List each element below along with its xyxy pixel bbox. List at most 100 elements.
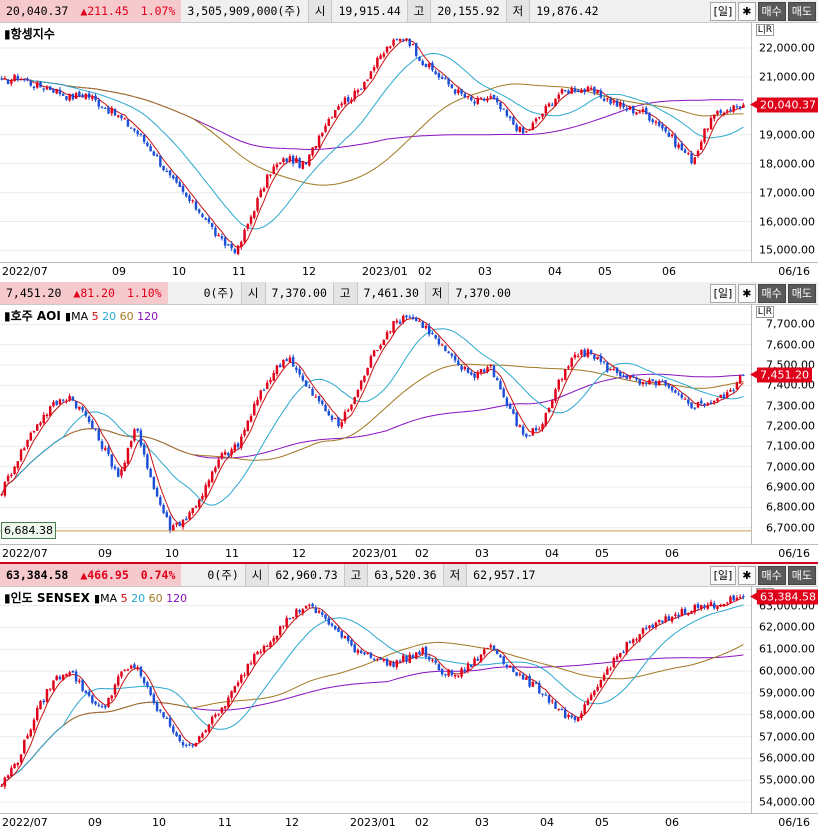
candle-body bbox=[466, 96, 470, 98]
y-tick-label: 54,000.00 bbox=[759, 795, 815, 809]
candle-body bbox=[91, 420, 94, 429]
candle-body bbox=[528, 676, 531, 687]
sell-button[interactable]: 매도 bbox=[787, 566, 816, 585]
candle-body bbox=[369, 652, 373, 658]
period-button[interactable]: [일] bbox=[709, 2, 737, 21]
candle-body bbox=[94, 428, 97, 430]
candle-body bbox=[0, 78, 3, 80]
candle-body bbox=[172, 726, 175, 733]
buy-button[interactable]: 매수 bbox=[757, 566, 786, 585]
sell-button[interactable]: 매도 bbox=[787, 2, 816, 21]
candle-body bbox=[512, 667, 515, 672]
candle-body bbox=[372, 67, 376, 71]
candle-body bbox=[217, 235, 220, 237]
candle-body bbox=[606, 362, 609, 372]
period-button[interactable]: [일] bbox=[709, 284, 737, 303]
candle-body bbox=[742, 596, 745, 598]
candle-body bbox=[253, 654, 256, 664]
candle-body bbox=[505, 397, 509, 407]
candle-body bbox=[405, 38, 408, 40]
current-price-tag: 20,040.37 bbox=[750, 97, 818, 113]
candle-body bbox=[126, 119, 130, 127]
candle-body bbox=[622, 651, 625, 653]
x-tick-label: 2022/07 bbox=[2, 547, 48, 560]
candle-body bbox=[97, 99, 101, 107]
candle-body bbox=[440, 668, 444, 675]
candle-body bbox=[278, 626, 282, 635]
candle-body bbox=[291, 156, 295, 164]
candle-body bbox=[674, 614, 677, 616]
candle-body bbox=[563, 709, 567, 718]
ma-legend: ▮MA 5 20 60 120 bbox=[94, 592, 188, 605]
high-label: 고 bbox=[406, 0, 432, 22]
candle-body bbox=[249, 416, 253, 422]
candle-body bbox=[534, 682, 538, 684]
gear-icon[interactable]: ✱ bbox=[738, 284, 756, 303]
sell-button[interactable]: 매도 bbox=[787, 284, 816, 303]
candle-body bbox=[330, 117, 334, 119]
x-tick-label: 05 bbox=[598, 265, 612, 278]
candle-body bbox=[683, 398, 687, 400]
gear-icon[interactable]: ✱ bbox=[738, 566, 756, 585]
low-marker-label: 6,684.38 bbox=[1, 522, 56, 539]
candle-body bbox=[223, 706, 227, 709]
candle-body bbox=[126, 448, 130, 464]
candle-body bbox=[104, 448, 107, 450]
gear-icon[interactable]: ✱ bbox=[738, 2, 756, 21]
candle-body bbox=[324, 404, 327, 412]
candle-body bbox=[447, 351, 450, 354]
candle-body bbox=[544, 106, 548, 114]
candle-body bbox=[502, 388, 505, 397]
candle-body bbox=[696, 150, 700, 156]
candle-body bbox=[732, 595, 735, 601]
candle-body bbox=[583, 89, 586, 93]
candle-body bbox=[402, 39, 405, 41]
candle-body bbox=[538, 683, 541, 694]
buy-button[interactable]: 매수 bbox=[757, 2, 786, 21]
candle-body bbox=[489, 365, 492, 367]
candle-body bbox=[48, 86, 52, 91]
candle-body bbox=[233, 686, 237, 693]
candle-body bbox=[10, 80, 13, 84]
candle-body bbox=[735, 597, 739, 600]
candle-body bbox=[427, 656, 431, 660]
candle-body bbox=[677, 614, 680, 617]
candle-body bbox=[311, 388, 314, 396]
candle-body bbox=[421, 647, 424, 654]
candle-body bbox=[560, 379, 564, 381]
candle-body bbox=[719, 110, 722, 113]
candle-body bbox=[706, 403, 709, 406]
candle-body bbox=[149, 687, 152, 695]
x-tick-label: 02 bbox=[415, 816, 429, 829]
candle-body bbox=[667, 132, 671, 137]
candle-body bbox=[81, 94, 84, 98]
candle-body bbox=[165, 171, 169, 173]
candle-body bbox=[84, 690, 88, 694]
candle-body bbox=[298, 610, 301, 613]
candle-body bbox=[3, 777, 7, 787]
candle-body bbox=[392, 321, 395, 333]
buy-button[interactable]: 매수 bbox=[757, 284, 786, 303]
candle-body bbox=[628, 107, 632, 110]
candle-body bbox=[385, 658, 389, 666]
candle-body bbox=[440, 344, 444, 346]
candle-body bbox=[470, 96, 473, 101]
lr-toggle[interactable]: L|R bbox=[755, 24, 774, 36]
lr-toggle[interactable]: L|R bbox=[755, 306, 774, 318]
candle-body bbox=[55, 400, 58, 405]
candle-body bbox=[197, 499, 201, 508]
candle-body bbox=[317, 610, 321, 613]
candle-body bbox=[635, 112, 638, 115]
candle-body bbox=[87, 691, 91, 696]
candle-body bbox=[531, 428, 535, 436]
candle-body bbox=[680, 143, 684, 151]
candle-body bbox=[521, 127, 525, 134]
candle-body bbox=[492, 645, 496, 651]
candle-body bbox=[233, 444, 237, 451]
candle-body bbox=[356, 389, 360, 397]
candle-body bbox=[337, 417, 340, 426]
x-tick-label: 2022/07 bbox=[2, 816, 48, 829]
period-button[interactable]: [일] bbox=[709, 566, 737, 585]
candle-body bbox=[625, 108, 629, 111]
candle-body bbox=[233, 249, 237, 253]
